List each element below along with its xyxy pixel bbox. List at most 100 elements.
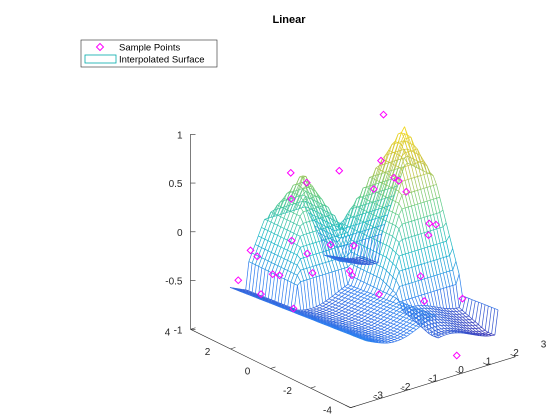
surface-mesh-line xyxy=(402,270,406,285)
surface-mesh-line xyxy=(347,296,352,300)
surface-mesh-line xyxy=(403,332,407,336)
surface-mesh-line xyxy=(388,161,392,172)
surface-mesh-line xyxy=(261,296,266,299)
surface-mesh-line xyxy=(387,331,391,334)
surface-mesh-line xyxy=(293,204,297,214)
surface-mesh-line xyxy=(332,303,336,306)
surface-mesh-line xyxy=(283,212,287,214)
surface-mesh-line xyxy=(330,256,335,259)
surface-mesh-line xyxy=(361,303,365,306)
surface-mesh-line xyxy=(440,272,444,275)
surface-mesh-line xyxy=(362,229,366,232)
surface-mesh-line xyxy=(375,182,380,193)
surface-mesh-line xyxy=(287,308,292,311)
surface-mesh-line xyxy=(341,290,345,294)
surface-mesh-line xyxy=(322,273,326,276)
surface-mesh-line xyxy=(325,273,330,299)
surface-mesh-line xyxy=(439,289,444,309)
surface-mesh-line xyxy=(359,222,364,233)
surface-mesh-line xyxy=(352,224,357,235)
surface-mesh-line xyxy=(437,288,441,291)
surface-mesh-line xyxy=(378,341,382,344)
surface-mesh-line xyxy=(366,199,370,202)
surface-mesh-line xyxy=(414,265,419,267)
surface-mesh-line xyxy=(462,327,467,331)
surface-mesh-line xyxy=(371,318,375,321)
surface-mesh-line xyxy=(447,325,451,329)
surface-mesh-line xyxy=(308,197,313,200)
surface-mesh-line xyxy=(296,195,300,198)
surface-mesh-line xyxy=(354,309,359,313)
surface-mesh-line xyxy=(365,237,369,240)
surface-mesh-line xyxy=(413,151,418,155)
surface-mesh-line xyxy=(403,162,408,167)
surface-mesh-line xyxy=(312,243,317,254)
surface-mesh-line xyxy=(452,284,457,286)
surface-mesh-line xyxy=(433,291,438,308)
surface-mesh-line xyxy=(346,332,350,335)
surface-mesh-line xyxy=(378,225,382,227)
surface-mesh-line xyxy=(394,133,399,144)
surface-mesh-line xyxy=(443,312,448,317)
surface-mesh-line xyxy=(324,210,329,218)
surface-mesh-line xyxy=(312,231,317,243)
surface-mesh-line xyxy=(387,187,392,198)
surface-mesh-line xyxy=(310,317,315,320)
surface-mesh-line xyxy=(334,220,338,223)
surface-mesh-line xyxy=(386,256,390,261)
surface-mesh-line xyxy=(277,246,282,256)
surface-mesh-line xyxy=(390,332,395,335)
surface-mesh-line xyxy=(398,255,403,271)
y-tick-label: 0 xyxy=(245,367,251,378)
surface-mesh-line xyxy=(401,239,406,254)
surface-mesh-line xyxy=(465,315,470,318)
surface-mesh-line xyxy=(405,221,409,224)
surface-mesh-line xyxy=(307,315,311,318)
surface-mesh-line xyxy=(354,287,358,291)
surface-mesh-line xyxy=(370,303,375,306)
surface-mesh-line xyxy=(271,253,275,263)
surface-mesh-line xyxy=(314,210,319,213)
surface-mesh-line xyxy=(348,314,352,317)
surface-mesh-line xyxy=(351,297,355,301)
surface-mesh-line xyxy=(311,214,316,222)
surface-mesh-line xyxy=(303,313,308,316)
surface-mesh-line xyxy=(430,292,435,307)
surface-mesh-line xyxy=(352,233,357,243)
surface-mesh-line xyxy=(466,331,470,334)
surface-mesh-line xyxy=(433,260,438,275)
surface-mesh-line xyxy=(297,312,302,315)
surface-mesh-line xyxy=(416,325,420,328)
surface-mesh-line xyxy=(339,323,343,326)
surface-mesh-line xyxy=(424,262,428,264)
surface-mesh-line xyxy=(384,337,388,340)
surface-mesh-line xyxy=(475,333,480,336)
surface-mesh-line xyxy=(321,205,326,217)
surface-mesh-line xyxy=(334,247,339,259)
surface-mesh-line xyxy=(386,299,391,302)
surface-mesh-line xyxy=(437,325,442,330)
surface-mesh-line xyxy=(371,336,376,339)
surface-mesh-line xyxy=(478,303,483,325)
surface-mesh-line xyxy=(433,245,438,260)
surface-mesh-line xyxy=(308,182,313,190)
surface-mesh-line xyxy=(376,215,380,219)
surface-mesh-line xyxy=(290,231,294,234)
surface-mesh-line xyxy=(386,270,390,275)
surface-mesh-line xyxy=(336,324,340,327)
surface-mesh-line xyxy=(318,212,322,220)
surface-mesh-line xyxy=(367,298,371,301)
surface-mesh-line xyxy=(300,258,304,270)
surface-mesh-line xyxy=(293,244,298,254)
surface-mesh-line xyxy=(351,301,355,305)
surface-mesh-line xyxy=(338,291,342,294)
surface-mesh-line xyxy=(373,295,378,299)
surface-mesh-line xyxy=(322,262,326,264)
surface-mesh-line xyxy=(389,249,394,261)
surface-mesh-line xyxy=(417,202,421,205)
surface-mesh-line xyxy=(299,215,304,224)
surface-mesh-line xyxy=(447,331,451,334)
surface-mesh-line xyxy=(349,333,354,336)
surface-mesh-line xyxy=(365,177,370,188)
surface-mesh-line xyxy=(360,296,365,299)
